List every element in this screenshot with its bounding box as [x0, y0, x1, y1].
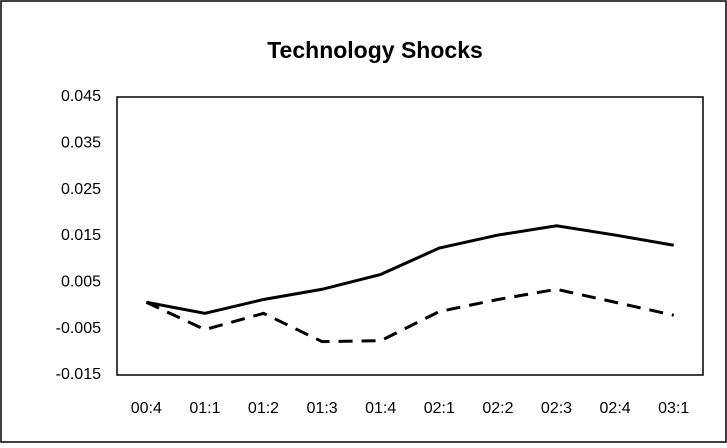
x-tick-label: 01:2	[248, 400, 279, 417]
y-tick-label: -0.015	[56, 366, 101, 383]
series-line	[145, 287, 675, 344]
x-tick-label: 00:4	[131, 400, 162, 417]
x-tick-label: 02:4	[600, 400, 631, 417]
x-tick-label: 01:4	[365, 400, 396, 417]
x-tick-label: 01:1	[189, 400, 220, 417]
y-tick-label: 0.045	[61, 88, 101, 105]
x-tick-label: 03:1	[658, 400, 689, 417]
x-tick-label: 02:1	[424, 400, 455, 417]
y-tick-label: -0.005	[56, 320, 101, 337]
x-tick-label: 02:2	[482, 400, 513, 417]
x-tick-label: 01:3	[307, 400, 338, 417]
series-line	[146, 224, 674, 315]
x-tick-label: 02:3	[541, 400, 572, 417]
y-tick-label: 0.025	[61, 181, 101, 198]
y-tick-label: 0.035	[61, 135, 101, 152]
y-tick-label: 0.005	[61, 274, 101, 291]
plot-frame	[116, 96, 704, 376]
chart-title: Technology Shocks	[267, 37, 483, 63]
y-tick-label: 0.015	[61, 227, 101, 244]
